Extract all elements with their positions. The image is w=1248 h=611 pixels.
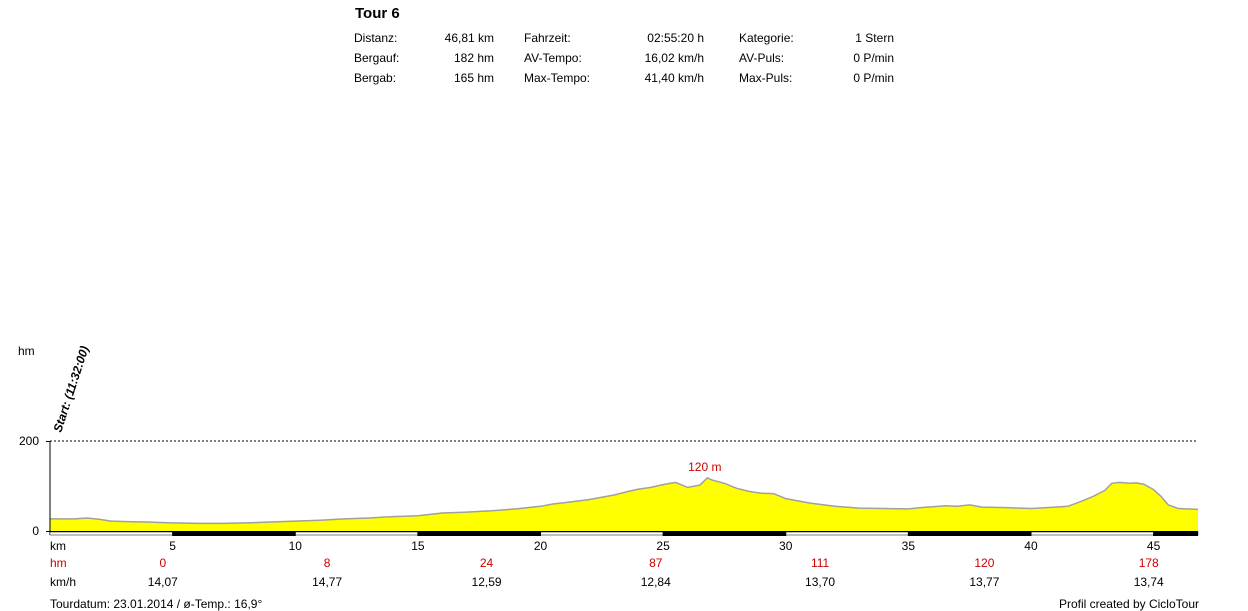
stat-label: Kategorie:: [739, 31, 794, 45]
x-tick-label: 15: [411, 539, 425, 553]
km-scale-segment: [908, 532, 1031, 536]
stat-label: Distanz:: [354, 31, 398, 45]
y-tick-label: 200: [19, 434, 39, 448]
x-tick-label: 5: [169, 539, 176, 553]
stat-value: 0 P/min: [853, 51, 894, 65]
row-label: hm: [50, 556, 67, 570]
stat-label: Max-Tempo:: [524, 71, 591, 85]
peak-label: 120 m: [688, 460, 721, 474]
row-value: 14,07: [148, 575, 178, 589]
row-value: 12,84: [641, 575, 671, 589]
stat-value: 41,40 km/h: [644, 71, 704, 85]
stat-value: 1 Stern: [855, 31, 894, 45]
x-tick-label: 45: [1147, 539, 1161, 553]
stat-value: 0 P/min: [853, 71, 894, 85]
stats-row: Bergauf: 182 hm AV-Tempo: 16,02 km/h AV-…: [354, 51, 914, 71]
km-scale-segment: [417, 532, 541, 536]
tour-date-temp: Tourdatum: 23.01.2014 / ø-Temp.: 16,9°: [50, 597, 263, 611]
stat-label: Bergab:: [354, 71, 397, 85]
stat-value: 182 hm: [453, 51, 494, 65]
stat-value: 165 hm: [453, 71, 494, 85]
stat-label: Fahrzeit:: [524, 31, 571, 45]
x-tick-label: 10: [289, 539, 303, 553]
row-value: 111: [811, 556, 830, 570]
x-tick-label: 25: [656, 539, 670, 553]
y-tick-label: 0: [32, 524, 39, 538]
stat-value: 46,81 km: [444, 31, 494, 45]
row-label: km/h: [50, 575, 76, 589]
row-value: 13,70: [805, 575, 835, 589]
km-scale-segment: [1153, 532, 1198, 536]
profile-credit: Profil created by CicloTour: [1058, 597, 1199, 611]
y-axis-label: hm: [18, 344, 35, 358]
stat-label: AV-Puls:: [739, 51, 785, 65]
x-tick-label: 20: [534, 539, 548, 553]
row-value: 12,59: [472, 575, 502, 589]
x-tick-label: 30: [779, 539, 793, 553]
row-value: 14,77: [312, 575, 342, 589]
row-value: 178: [1139, 556, 1159, 570]
stat-value: 16,02 km/h: [644, 51, 704, 65]
x-tick-label: 40: [1024, 539, 1038, 553]
row-value: 87: [649, 556, 663, 570]
x-tick-label: 35: [902, 539, 916, 553]
stat-label: Max-Puls:: [739, 71, 793, 85]
x-axis-label: km: [50, 539, 66, 553]
start-annotation: Start: (11:32:00): [51, 344, 92, 434]
km-scale-segment: [663, 532, 786, 536]
elevation-line: [50, 477, 1199, 525]
km-scale-segment: [172, 532, 296, 536]
row-value: 0: [159, 556, 166, 570]
stat-label: Bergauf:: [354, 51, 400, 65]
stats-row: Bergab: 165 hm Max-Tempo: 41,40 km/h Max…: [354, 71, 914, 91]
row-value: 13,77: [969, 575, 999, 589]
stats-row: Distanz: 46,81 km Fahrzeit: 02:55:20 h K…: [354, 31, 914, 51]
stat-value: 02:55:20 h: [647, 31, 704, 45]
stats-table: Distanz: 46,81 km Fahrzeit: 02:55:20 h K…: [354, 31, 914, 91]
row-value: 13,74: [1134, 575, 1164, 589]
row-value: 120: [974, 556, 994, 570]
row-value: 8: [324, 556, 331, 570]
stat-label: AV-Tempo:: [524, 51, 582, 65]
elevation-area: [50, 477, 1198, 531]
tour-title: Tour 6: [355, 5, 400, 22]
row-value: 24: [480, 556, 494, 570]
